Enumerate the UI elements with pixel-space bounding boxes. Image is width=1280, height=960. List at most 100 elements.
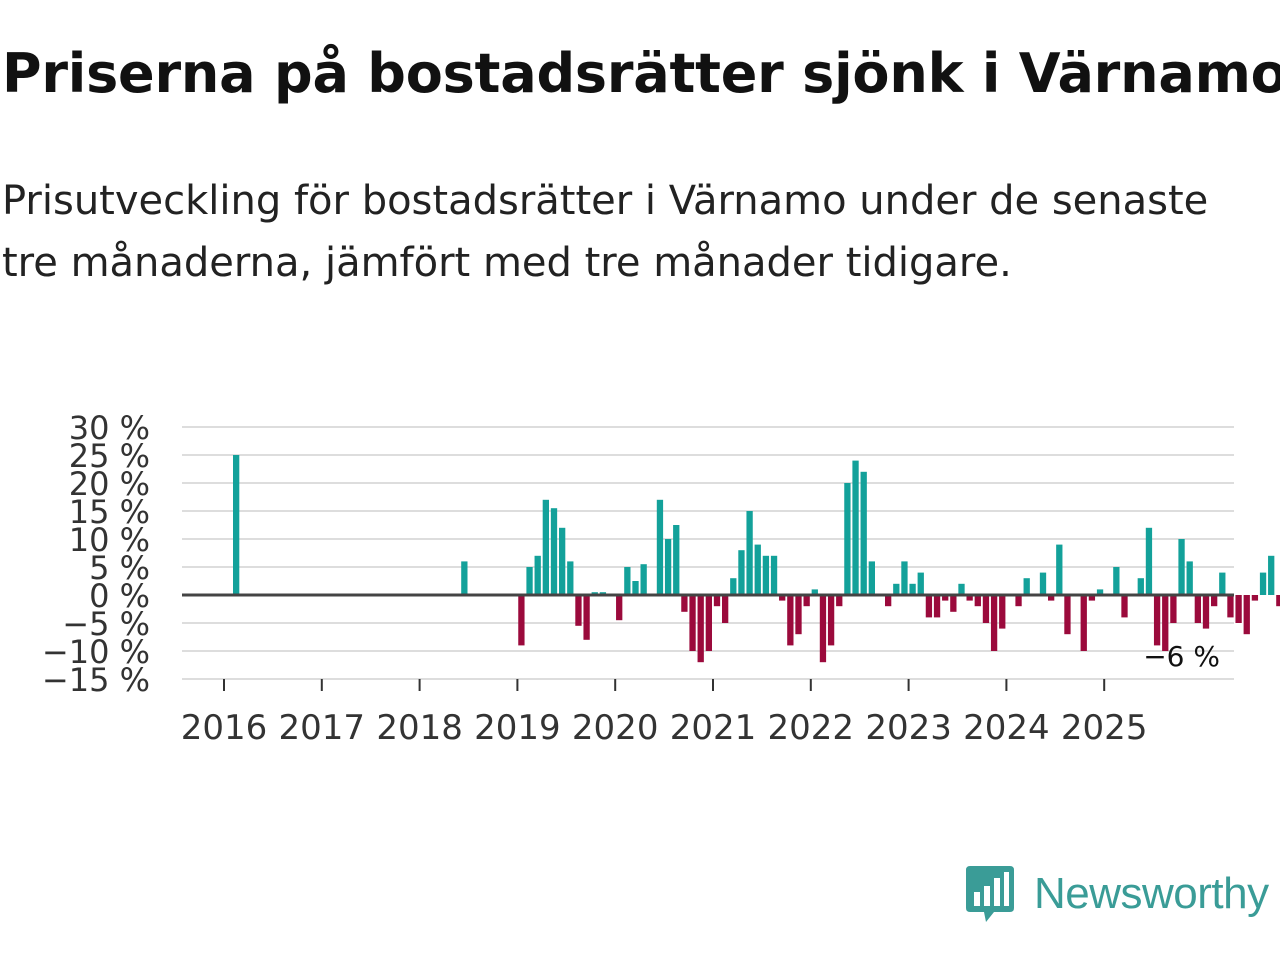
bar [624, 567, 631, 595]
bar [1259, 572, 1267, 595]
bar [950, 595, 957, 612]
x-tick-label: 2022 [768, 708, 855, 748]
bar [958, 583, 965, 595]
y-tick-label: 25 % [69, 437, 150, 475]
y-tick-label: 10 % [69, 521, 150, 559]
y-tick-label: 30 % [69, 409, 150, 447]
x-tick-label: 2016 [181, 708, 268, 748]
bar [616, 595, 623, 621]
newsworthy-logo: Newsworthy [964, 864, 1269, 924]
bar [885, 595, 892, 607]
newsworthy-logo-icon [966, 866, 1014, 922]
x-tick-label: 2021 [670, 708, 757, 748]
bar [559, 527, 566, 595]
bar [836, 595, 843, 607]
bar [901, 561, 908, 595]
bar [1056, 544, 1063, 595]
bar [1170, 595, 1177, 623]
bar [1243, 595, 1250, 635]
bar [966, 595, 973, 601]
bar [542, 499, 549, 595]
y-tick-label: −10 % [42, 633, 150, 671]
bar [779, 595, 786, 601]
bar [697, 595, 704, 663]
bar [909, 583, 916, 595]
bar [1227, 595, 1234, 618]
bar [1202, 595, 1210, 629]
y-tick-label: 5 % [89, 549, 150, 587]
x-tick-label: 2019 [474, 708, 561, 748]
chart-subtitle: Prisutveckling för bostadsrätter i Värna… [2, 178, 1209, 286]
bar [990, 595, 998, 651]
bar [860, 471, 867, 595]
bar [982, 595, 990, 623]
bar [1064, 595, 1071, 635]
x-tick-label: 2017 [279, 708, 366, 748]
bar [640, 564, 647, 595]
bar [705, 595, 712, 651]
bar [1039, 572, 1047, 595]
bar [1137, 578, 1144, 595]
bar [518, 595, 525, 646]
bar [550, 508, 558, 595]
bar [942, 595, 949, 601]
bar [852, 460, 859, 595]
bar [746, 511, 753, 595]
bar [689, 595, 696, 651]
bar [526, 567, 533, 595]
bar [1088, 595, 1096, 601]
bar [925, 595, 933, 618]
bar [730, 578, 737, 595]
bar [974, 595, 981, 607]
x-tick-label: 2018 [376, 708, 463, 748]
bar [681, 595, 688, 612]
x-tick-label: 2020 [572, 708, 659, 748]
x-tick-label: 2025 [1061, 708, 1148, 748]
bar [1145, 527, 1153, 595]
bar [673, 525, 680, 595]
bar [999, 595, 1006, 629]
bar [770, 555, 778, 595]
bar [1276, 595, 1280, 607]
bar [738, 550, 745, 595]
bar [754, 544, 761, 595]
bar [1080, 595, 1087, 651]
bar [583, 595, 590, 640]
bar [917, 572, 924, 595]
bar [1235, 595, 1242, 623]
bars [233, 455, 1280, 663]
bar [1153, 595, 1161, 646]
bar [933, 595, 941, 618]
bar [233, 455, 240, 595]
bar [461, 561, 468, 595]
bar [868, 561, 875, 595]
bar [1219, 572, 1226, 595]
bar [664, 539, 672, 595]
bar [795, 595, 802, 635]
y-tick-label: −5 % [62, 605, 150, 643]
bar [1048, 595, 1055, 601]
bar [1121, 595, 1128, 618]
bar [1096, 589, 1104, 595]
bar [567, 561, 574, 595]
bar [656, 499, 664, 595]
y-tick-label: 0 % [89, 577, 150, 615]
last-value-label: −6 % [1143, 640, 1220, 673]
bar [819, 595, 827, 663]
brand-name: Newsworthy [1034, 869, 1269, 918]
bar [787, 595, 794, 646]
annotations: −6 % [1143, 640, 1220, 673]
bar [1268, 555, 1275, 595]
bar [1113, 567, 1120, 595]
x-axis-ticks: 2016 2017 2018 2019 2020 2021 2022 2023 2024 2025 [181, 679, 1148, 748]
x-tick-label: 2024 [963, 708, 1050, 748]
bar [762, 555, 770, 595]
bar [1211, 595, 1218, 607]
chart-title: Priserna på bostadsrätter sjönk i Värnam… [2, 42, 1280, 105]
gridlines [182, 426, 1234, 680]
bar [1015, 595, 1022, 607]
bar [575, 595, 582, 626]
bar [893, 583, 900, 595]
y-tick-label: 15 % [69, 493, 150, 531]
bar [803, 595, 810, 607]
